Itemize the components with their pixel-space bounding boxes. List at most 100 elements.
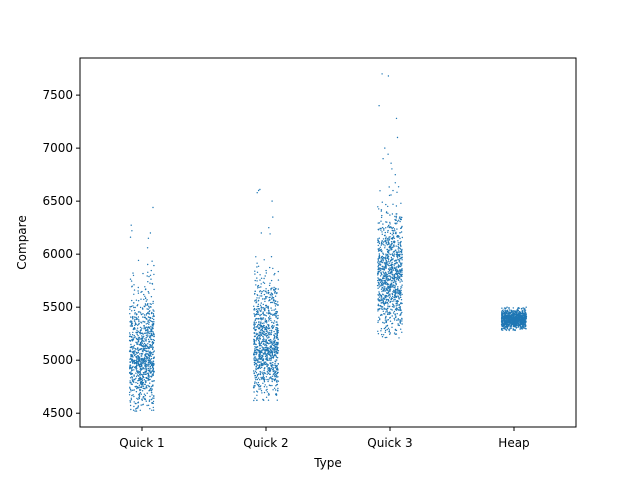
data-point xyxy=(143,328,145,330)
data-point xyxy=(264,372,266,375)
data-point xyxy=(396,289,399,291)
data-point xyxy=(263,282,266,284)
data-point xyxy=(401,259,403,261)
data-point xyxy=(254,315,256,318)
data-point xyxy=(377,272,379,274)
data-point xyxy=(260,356,263,358)
data-point xyxy=(148,400,151,402)
data-point xyxy=(397,243,400,246)
data-point xyxy=(393,267,396,270)
data-point xyxy=(136,313,138,315)
data-point xyxy=(276,342,278,344)
data-point xyxy=(270,341,273,343)
data-point xyxy=(271,321,273,324)
data-point xyxy=(383,282,385,284)
data-point xyxy=(268,296,270,299)
data-point xyxy=(277,387,279,390)
data-point xyxy=(262,373,264,375)
data-point xyxy=(384,265,387,267)
data-point xyxy=(269,312,271,314)
data-point xyxy=(137,370,139,372)
data-point xyxy=(396,251,399,253)
data-point xyxy=(262,377,264,379)
data-point xyxy=(138,379,140,382)
data-point xyxy=(142,359,144,361)
data-point xyxy=(388,293,390,295)
data-point xyxy=(152,309,154,311)
data-point xyxy=(270,345,272,347)
data-point xyxy=(391,264,393,266)
series-quick-1 xyxy=(128,206,155,412)
data-point xyxy=(152,206,154,209)
data-point xyxy=(274,378,277,380)
data-point xyxy=(144,344,146,347)
data-point xyxy=(257,323,260,326)
data-point xyxy=(133,378,135,381)
data-point xyxy=(135,372,137,374)
data-point xyxy=(393,317,395,320)
data-point xyxy=(145,381,147,384)
data-point xyxy=(130,399,133,401)
data-point xyxy=(133,395,135,398)
data-point xyxy=(256,277,258,279)
data-point xyxy=(260,378,263,380)
data-point xyxy=(512,307,514,309)
data-point xyxy=(133,344,135,347)
data-point xyxy=(260,390,263,392)
data-point xyxy=(145,340,147,342)
data-point xyxy=(401,318,403,320)
data-point xyxy=(512,313,514,316)
data-point xyxy=(146,308,148,310)
data-point xyxy=(142,316,144,318)
data-point xyxy=(264,333,267,335)
data-point xyxy=(261,371,263,373)
data-point xyxy=(263,337,265,339)
data-point xyxy=(386,325,388,327)
data-point xyxy=(381,280,384,282)
data-point xyxy=(148,364,150,366)
data-point xyxy=(153,264,155,267)
data-point xyxy=(276,345,278,347)
data-point xyxy=(399,306,401,308)
data-point xyxy=(152,406,154,409)
data-point xyxy=(397,220,399,222)
data-point xyxy=(276,367,278,369)
data-point xyxy=(262,333,265,335)
data-point xyxy=(379,319,381,321)
data-point xyxy=(396,257,399,259)
data-point xyxy=(149,362,152,365)
data-point xyxy=(266,326,268,329)
data-point xyxy=(255,299,257,301)
data-point xyxy=(276,349,278,351)
data-point xyxy=(147,319,149,321)
data-point xyxy=(141,368,144,370)
data-point xyxy=(515,322,517,324)
data-point xyxy=(261,327,264,330)
data-point xyxy=(264,327,266,329)
data-point xyxy=(390,243,392,246)
data-point xyxy=(257,381,260,384)
data-point xyxy=(132,360,135,362)
data-point xyxy=(153,334,155,336)
data-point xyxy=(145,373,147,375)
data-point xyxy=(270,377,272,379)
data-point xyxy=(140,361,142,364)
data-point xyxy=(520,316,522,318)
data-point xyxy=(274,373,276,376)
data-point xyxy=(390,162,392,164)
data-point xyxy=(257,346,259,348)
data-point xyxy=(521,326,523,328)
data-point xyxy=(381,233,383,235)
data-point xyxy=(277,390,279,392)
data-point xyxy=(259,356,261,358)
data-point xyxy=(147,263,149,266)
data-point xyxy=(130,325,133,327)
data-point xyxy=(397,323,399,325)
data-point xyxy=(151,317,153,320)
data-point xyxy=(392,303,394,305)
data-point xyxy=(129,361,131,363)
data-point xyxy=(383,274,385,277)
data-point xyxy=(396,291,398,294)
data-point xyxy=(131,368,133,370)
data-point xyxy=(276,383,279,386)
